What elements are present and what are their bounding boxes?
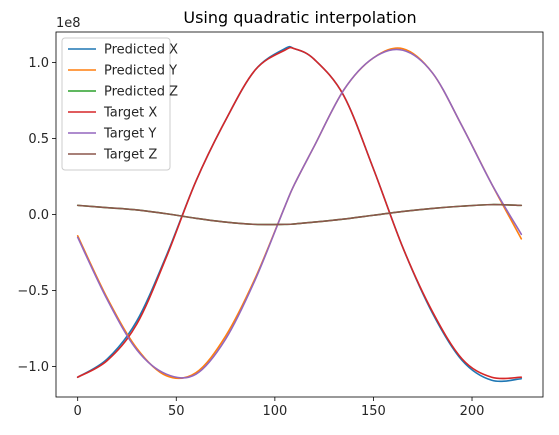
y-tick-label: 1.0 [28, 56, 49, 71]
x-tick-label: 50 [168, 404, 185, 419]
chart-title: Using quadratic interpolation [183, 8, 416, 27]
axes-ticks: 0 50 100 150 200 −1.0 −0.5 0.0 0.5 1.0 [17, 56, 484, 419]
legend-label-target-z: Target Z [103, 148, 157, 163]
legend-label-target-x: Target X [103, 106, 157, 121]
series-lines [76, 45, 523, 383]
x-tick-label: 150 [361, 404, 386, 419]
legend-label-target-y: Target Y [103, 127, 156, 142]
y-tick-label: −0.5 [17, 284, 49, 299]
y-tick-label: −1.0 [17, 360, 49, 375]
y-offset-label: 1e8 [56, 16, 81, 31]
x-tick-label: 200 [460, 404, 485, 419]
legend-box [61, 37, 171, 171]
plot-frame [55, 31, 544, 398]
y-tick-label: 0.5 [28, 132, 49, 147]
legend: Predicted X Predicted Y Predicted Z Target … [61, 37, 178, 171]
series-line-target-x [76, 46, 523, 380]
legend-label-predicted-x: Predicted X [104, 43, 178, 58]
x-tick-label: 100 [262, 404, 287, 419]
legend-label-predicted-y: Predicted Y [104, 64, 177, 79]
x-tick-label: 0 [74, 404, 82, 419]
series-line-target-y [76, 48, 523, 379]
legend-label-predicted-z: Predicted Z [104, 85, 178, 100]
y-tick-label: 0.0 [28, 208, 49, 223]
series-line-target-z [76, 203, 523, 226]
